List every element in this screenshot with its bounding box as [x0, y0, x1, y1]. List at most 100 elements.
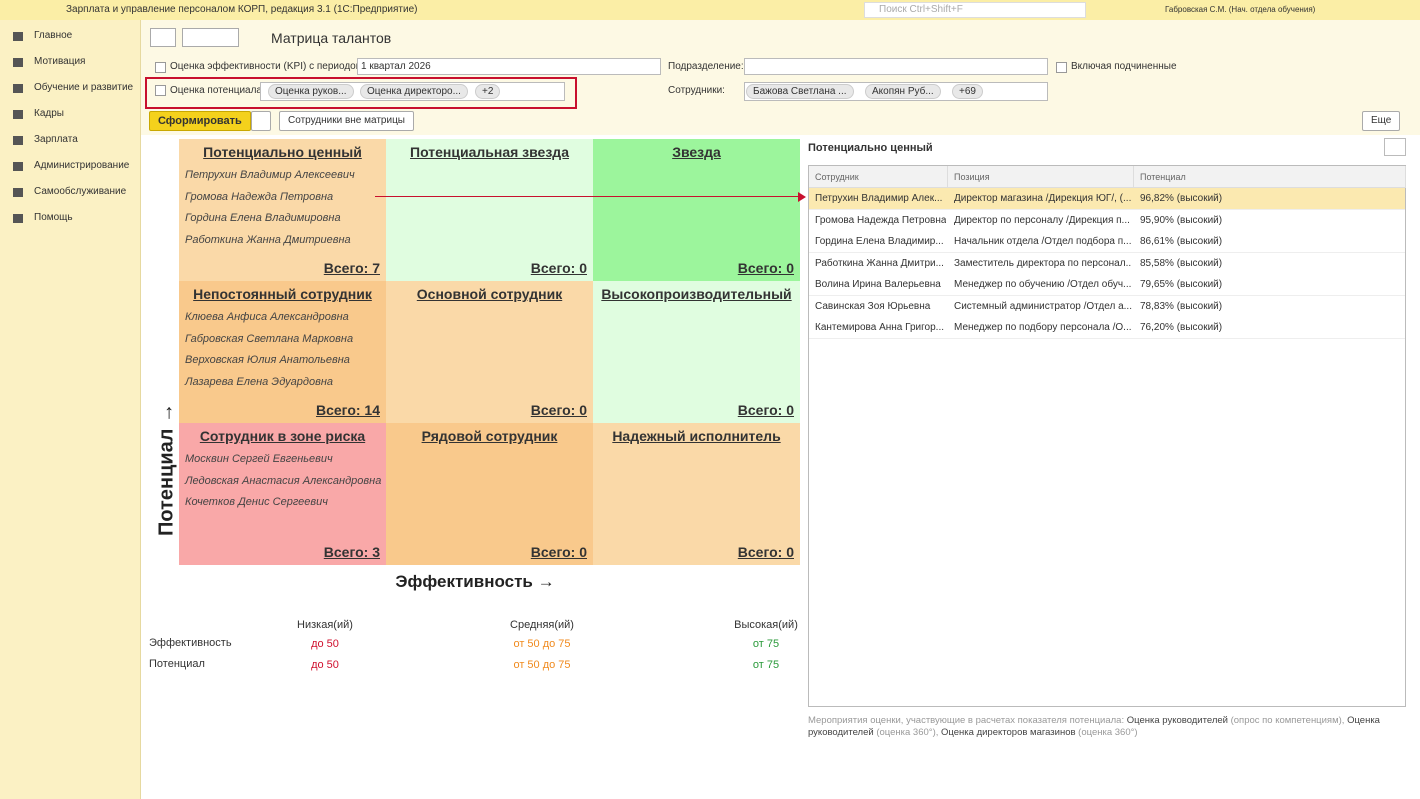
matrix-cell[interactable]: Надежный исполнитель Всего: 0 — [593, 423, 800, 565]
sidebar: Главное Мотивация Обучение и развитие Кадры… — [0, 20, 141, 799]
cell-total[interactable]: Всего: 0 — [737, 260, 794, 276]
sidebar-item[interactable]: Администрирование — [34, 160, 130, 171]
employee-tag[interactable]: +69 — [952, 84, 983, 99]
cell-employee[interactable]: Клюева Анфиса Александровна — [185, 311, 349, 323]
cell-total[interactable]: Всего: 0 — [530, 260, 587, 276]
sidebar-item[interactable]: Мотивация — [34, 56, 86, 67]
sidebar-item[interactable]: Обучение и развитие — [34, 82, 134, 93]
cell-employee[interactable]: Габровская Светлана Марковна — [185, 332, 354, 345]
employee-tag[interactable]: Бажова Светлана ... — [746, 84, 854, 99]
sidebar-icon — [13, 110, 23, 119]
generate-button[interactable]: Сформировать — [149, 111, 251, 131]
cell-title[interactable]: Непостоянный сотрудник — [193, 286, 372, 302]
column-header[interactable]: Сотрудник — [809, 166, 948, 188]
legend-value: от 75 — [752, 638, 780, 650]
table-cell: Громова Надежда Петровна — [815, 214, 946, 226]
table-row[interactable]: Петрухин Владимир Алек... Директор магази… — [809, 188, 1405, 210]
sidebar-item[interactable]: Помощь — [34, 212, 73, 223]
kpi-checkbox[interactable] — [155, 62, 166, 73]
table-row[interactable]: Гордина Елена Владимир... Начальник отдел… — [809, 231, 1405, 253]
cell-employee[interactable]: Кочетков Денис Сергеевич — [185, 496, 328, 508]
sidebar-icon — [13, 136, 23, 145]
cell-employee[interactable]: Лазарева Елена Эдуардовна — [185, 375, 333, 388]
search-button[interactable] — [251, 111, 271, 131]
table-row[interactable]: Савинская Зоя Юрьевна Системный администр… — [809, 295, 1405, 318]
include-sub-checkbox[interactable] — [1056, 62, 1067, 73]
cell-employee[interactable]: Работкина Жанна Дмитриевна — [185, 233, 351, 246]
search-box[interactable]: Поиск Ctrl+Shift+F — [864, 2, 1086, 18]
detail-panel: Потенциально ценный Сотрудник Позиция Потен… — [808, 136, 1408, 756]
cell-title[interactable]: Основной сотрудник — [416, 286, 563, 302]
matrix-cell[interactable]: Сотрудник в зоне риска Москвин Сергей Евг… — [179, 423, 386, 565]
matrix-cell[interactable]: Рядовой сотрудник Всего: 0 — [386, 423, 593, 565]
potential-tag[interactable]: Оценка директоро... — [360, 84, 468, 99]
table-cell: 96,82% (высокий) — [1140, 193, 1223, 204]
employee-tag[interactable]: Акопян Руб... — [865, 84, 941, 99]
matrix-cell[interactable]: Звезда Всего: 0 — [593, 139, 800, 281]
table-row[interactable]: Волина Ирина Валерьевна Менеджер по обуче… — [809, 274, 1405, 296]
cell-title[interactable]: Рядовой сотрудник — [421, 428, 558, 444]
outside-button[interactable]: Сотрудники вне матрицы — [279, 111, 414, 131]
cell-title[interactable]: Надежный исполнитель — [612, 428, 781, 444]
matrix-cell[interactable]: Потенциальная звезда Всего: 0 — [386, 139, 593, 281]
cell-employee[interactable]: Гордина Елена Владимировна — [185, 212, 341, 224]
matrix-cell[interactable]: Потенциально ценный Петрухин Владимир Але… — [179, 139, 386, 281]
potential-tag[interactable]: +2 — [475, 84, 501, 99]
table-row[interactable]: Кантемирова Анна Григор... Менеджер по по… — [809, 317, 1405, 339]
table-cell: Работкина Жанна Дмитри... — [815, 257, 944, 269]
table-row[interactable]: Громова Надежда Петровна Директор по перс… — [809, 209, 1405, 232]
column-header[interactable]: Потенциал — [1134, 166, 1406, 188]
table-cell: Менеджер по обучению /Отдел обуч... — [954, 279, 1132, 290]
sidebar-item[interactable]: Кадры — [34, 108, 64, 119]
cell-title[interactable]: Потенциальная звезда — [410, 144, 569, 160]
dept-field[interactable] — [744, 58, 1048, 75]
arrow-head — [798, 192, 806, 202]
cell-employee[interactable]: Громова Надежда Петровна — [185, 190, 334, 203]
cell-employee[interactable]: Петрухин Владимир Алексеевич — [185, 169, 355, 181]
footnote-part: Мероприятия оценки, участвующие в расчет… — [808, 715, 1127, 726]
cell-total[interactable]: Всего: 7 — [323, 260, 380, 276]
cell-title[interactable]: Высокопроизводительный — [601, 286, 792, 302]
cell-total[interactable]: Всего: 0 — [737, 544, 794, 560]
cell-total[interactable]: Всего: 0 — [530, 402, 587, 418]
cell-employee[interactable]: Ледовская Анастасия Александровна — [185, 474, 382, 487]
table-cell: 76,20% (высокий) — [1140, 322, 1223, 333]
matrix-cell[interactable]: Основной сотрудник Всего: 0 — [386, 281, 593, 423]
more-button[interactable]: Еще — [1362, 111, 1401, 131]
table-cell: Начальник отдела /Отдел подбора п... — [954, 236, 1132, 247]
legend-header: Средняя(ий) — [510, 619, 574, 631]
title-bar: Зарплата и управление персоналом КОРП, р… — [0, 0, 1420, 20]
cell-total[interactable]: Всего: 0 — [530, 544, 587, 560]
cell-employee[interactable]: Верховская Юлия Анатольевна — [185, 354, 350, 366]
sidebar-item[interactable]: Зарплата — [34, 134, 78, 145]
cell-total[interactable]: Всего: 3 — [323, 544, 380, 560]
form-header: Матрица талантов Оценка эффективности (KP… — [141, 20, 1420, 135]
sidebar-item[interactable]: Самообслуживание — [34, 186, 127, 197]
column-header[interactable]: Позиция — [948, 166, 1134, 188]
legend-table: Низкая(ий) Средняя(ий) Высокая(ий) Эффектив… — [149, 605, 809, 685]
table-row[interactable]: Работкина Жанна Дмитри... Заместитель дир… — [809, 252, 1405, 275]
table-cell: Директор магазина /Дирекция ЮГ/, (... — [954, 193, 1132, 204]
kpi-label: Оценка эффективности (KPI) с периодом: — [170, 61, 366, 72]
cell-title[interactable]: Звезда — [672, 144, 721, 160]
nav-buttons[interactable] — [182, 28, 239, 47]
matrix-cell[interactable]: Высокопроизводительный Всего: 0 — [593, 281, 800, 423]
table-cell: Гордина Елена Владимир... — [815, 236, 944, 247]
cell-title[interactable]: Потенциально ценный — [203, 144, 362, 160]
potential-checkbox[interactable] — [155, 85, 166, 96]
cell-title[interactable]: Сотрудник в зоне риска — [199, 428, 366, 444]
matrix-cell[interactable]: Непостоянный сотрудник Клюева Анфиса Алек… — [179, 281, 386, 423]
kpi-period[interactable]: 1 квартал 2026 — [357, 58, 661, 75]
cell-employee[interactable]: Москвин Сергей Евгеньевич — [185, 453, 333, 465]
cell-total[interactable]: Всего: 0 — [737, 402, 794, 418]
sidebar-item[interactable]: Главное — [34, 30, 73, 41]
home-button[interactable] — [150, 28, 176, 47]
highlight-frame — [145, 77, 577, 109]
potential-tag[interactable]: Оценка руков... — [268, 84, 354, 99]
cell-total[interactable]: Всего: 14 — [315, 402, 380, 418]
x-axis-label: Эффективность → — [395, 572, 555, 591]
arrow-line — [375, 196, 800, 197]
panel-title: Потенциально ценный — [808, 142, 933, 154]
panel-settings-button[interactable] — [1384, 138, 1406, 156]
legend-value: до 50 — [311, 659, 339, 671]
